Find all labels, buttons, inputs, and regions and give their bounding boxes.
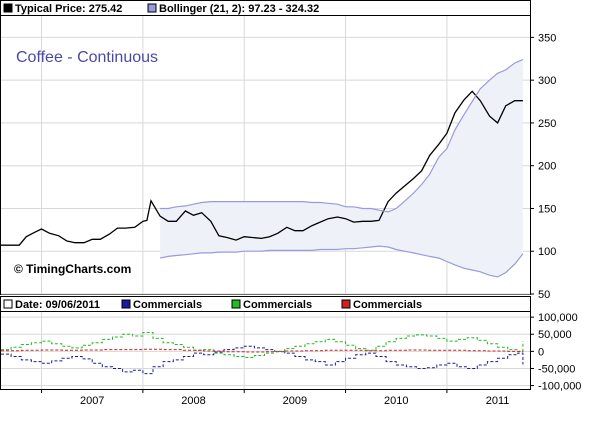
legend-typical-price: Typical Price: 275.42 — [15, 3, 122, 15]
commercials-red-line — [1, 348, 524, 353]
price-legend-bar — [0, 0, 531, 16]
legend-swatch-commercials-blue — [121, 299, 131, 309]
legend-swatch-bollinger — [147, 3, 157, 13]
commercials-green-line — [1, 332, 524, 358]
cot-y-tick-label: -50,000 — [538, 363, 575, 375]
legend-commercials-green: Commercials — [243, 299, 312, 311]
price-y-tick-label: 250 — [538, 118, 556, 130]
cot-panel: 100,000 50,000 0 -50,000 -100,000 Date: 09/0… — [0, 296, 581, 393]
legend-swatch-commercials-red — [341, 299, 351, 309]
cot-y-tick-label: 50,000 — [538, 329, 572, 341]
chart-title: Coffee - Continuous — [16, 49, 158, 66]
price-y-tick-label: 300 — [538, 75, 556, 87]
price-y-tick-label: 350 — [538, 32, 556, 44]
x-tick-label: 2010 — [384, 395, 408, 407]
price-y-tick-label: 100 — [538, 246, 556, 258]
bollinger-band-fill — [160, 59, 523, 277]
commercials-blue-line — [1, 345, 524, 375]
legend-bollinger: Bollinger (21, 2): 97.23 - 324.32 — [159, 3, 319, 15]
price-y-axis: 50 100 150 200 250 300 350 — [530, 32, 556, 301]
legend-date: Date: 09/06/2011 — [15, 299, 100, 311]
x-tick-label: 2007 — [80, 395, 104, 407]
cot-y-tick-label: -100,000 — [538, 381, 581, 393]
price-y-tick-label: 150 — [538, 203, 556, 215]
cot-grid — [1, 312, 530, 389]
x-axis: 2007 2008 2009 2010 2011 — [41, 389, 510, 407]
cot-legend-bar — [0, 296, 531, 312]
bollinger-lower-line — [159, 245, 524, 278]
legend-swatch-date — [3, 299, 13, 309]
copyright-label: © TimingCharts.com — [14, 262, 131, 276]
cot-y-tick-label: 0 — [538, 346, 544, 358]
price-y-tick-label: 50 — [538, 289, 550, 301]
price-series — [1, 59, 524, 278]
legend-swatch-commercials-green — [231, 299, 241, 309]
cot-series — [1, 332, 524, 375]
x-tick-label: 2009 — [283, 395, 307, 407]
x-tick-label: 2011 — [486, 395, 510, 407]
legend-commercials-blue: Commercials — [133, 299, 202, 311]
legend-commercials-red: Commercials — [353, 299, 422, 311]
typical-price-line — [1, 90, 523, 246]
legend-swatch-typical-price — [3, 3, 13, 13]
cot-y-tick-label: 100,000 — [538, 312, 578, 324]
x-tick-label: 2008 — [181, 395, 205, 407]
price-y-tick-label: 200 — [538, 161, 556, 173]
price-panel: 50 100 150 200 250 300 350 Typical Price: 275.… — [0, 0, 556, 301]
bollinger-upper-line — [160, 59, 524, 213]
cot-y-axis: 100,000 50,000 0 -50,000 -100,000 — [530, 312, 581, 393]
